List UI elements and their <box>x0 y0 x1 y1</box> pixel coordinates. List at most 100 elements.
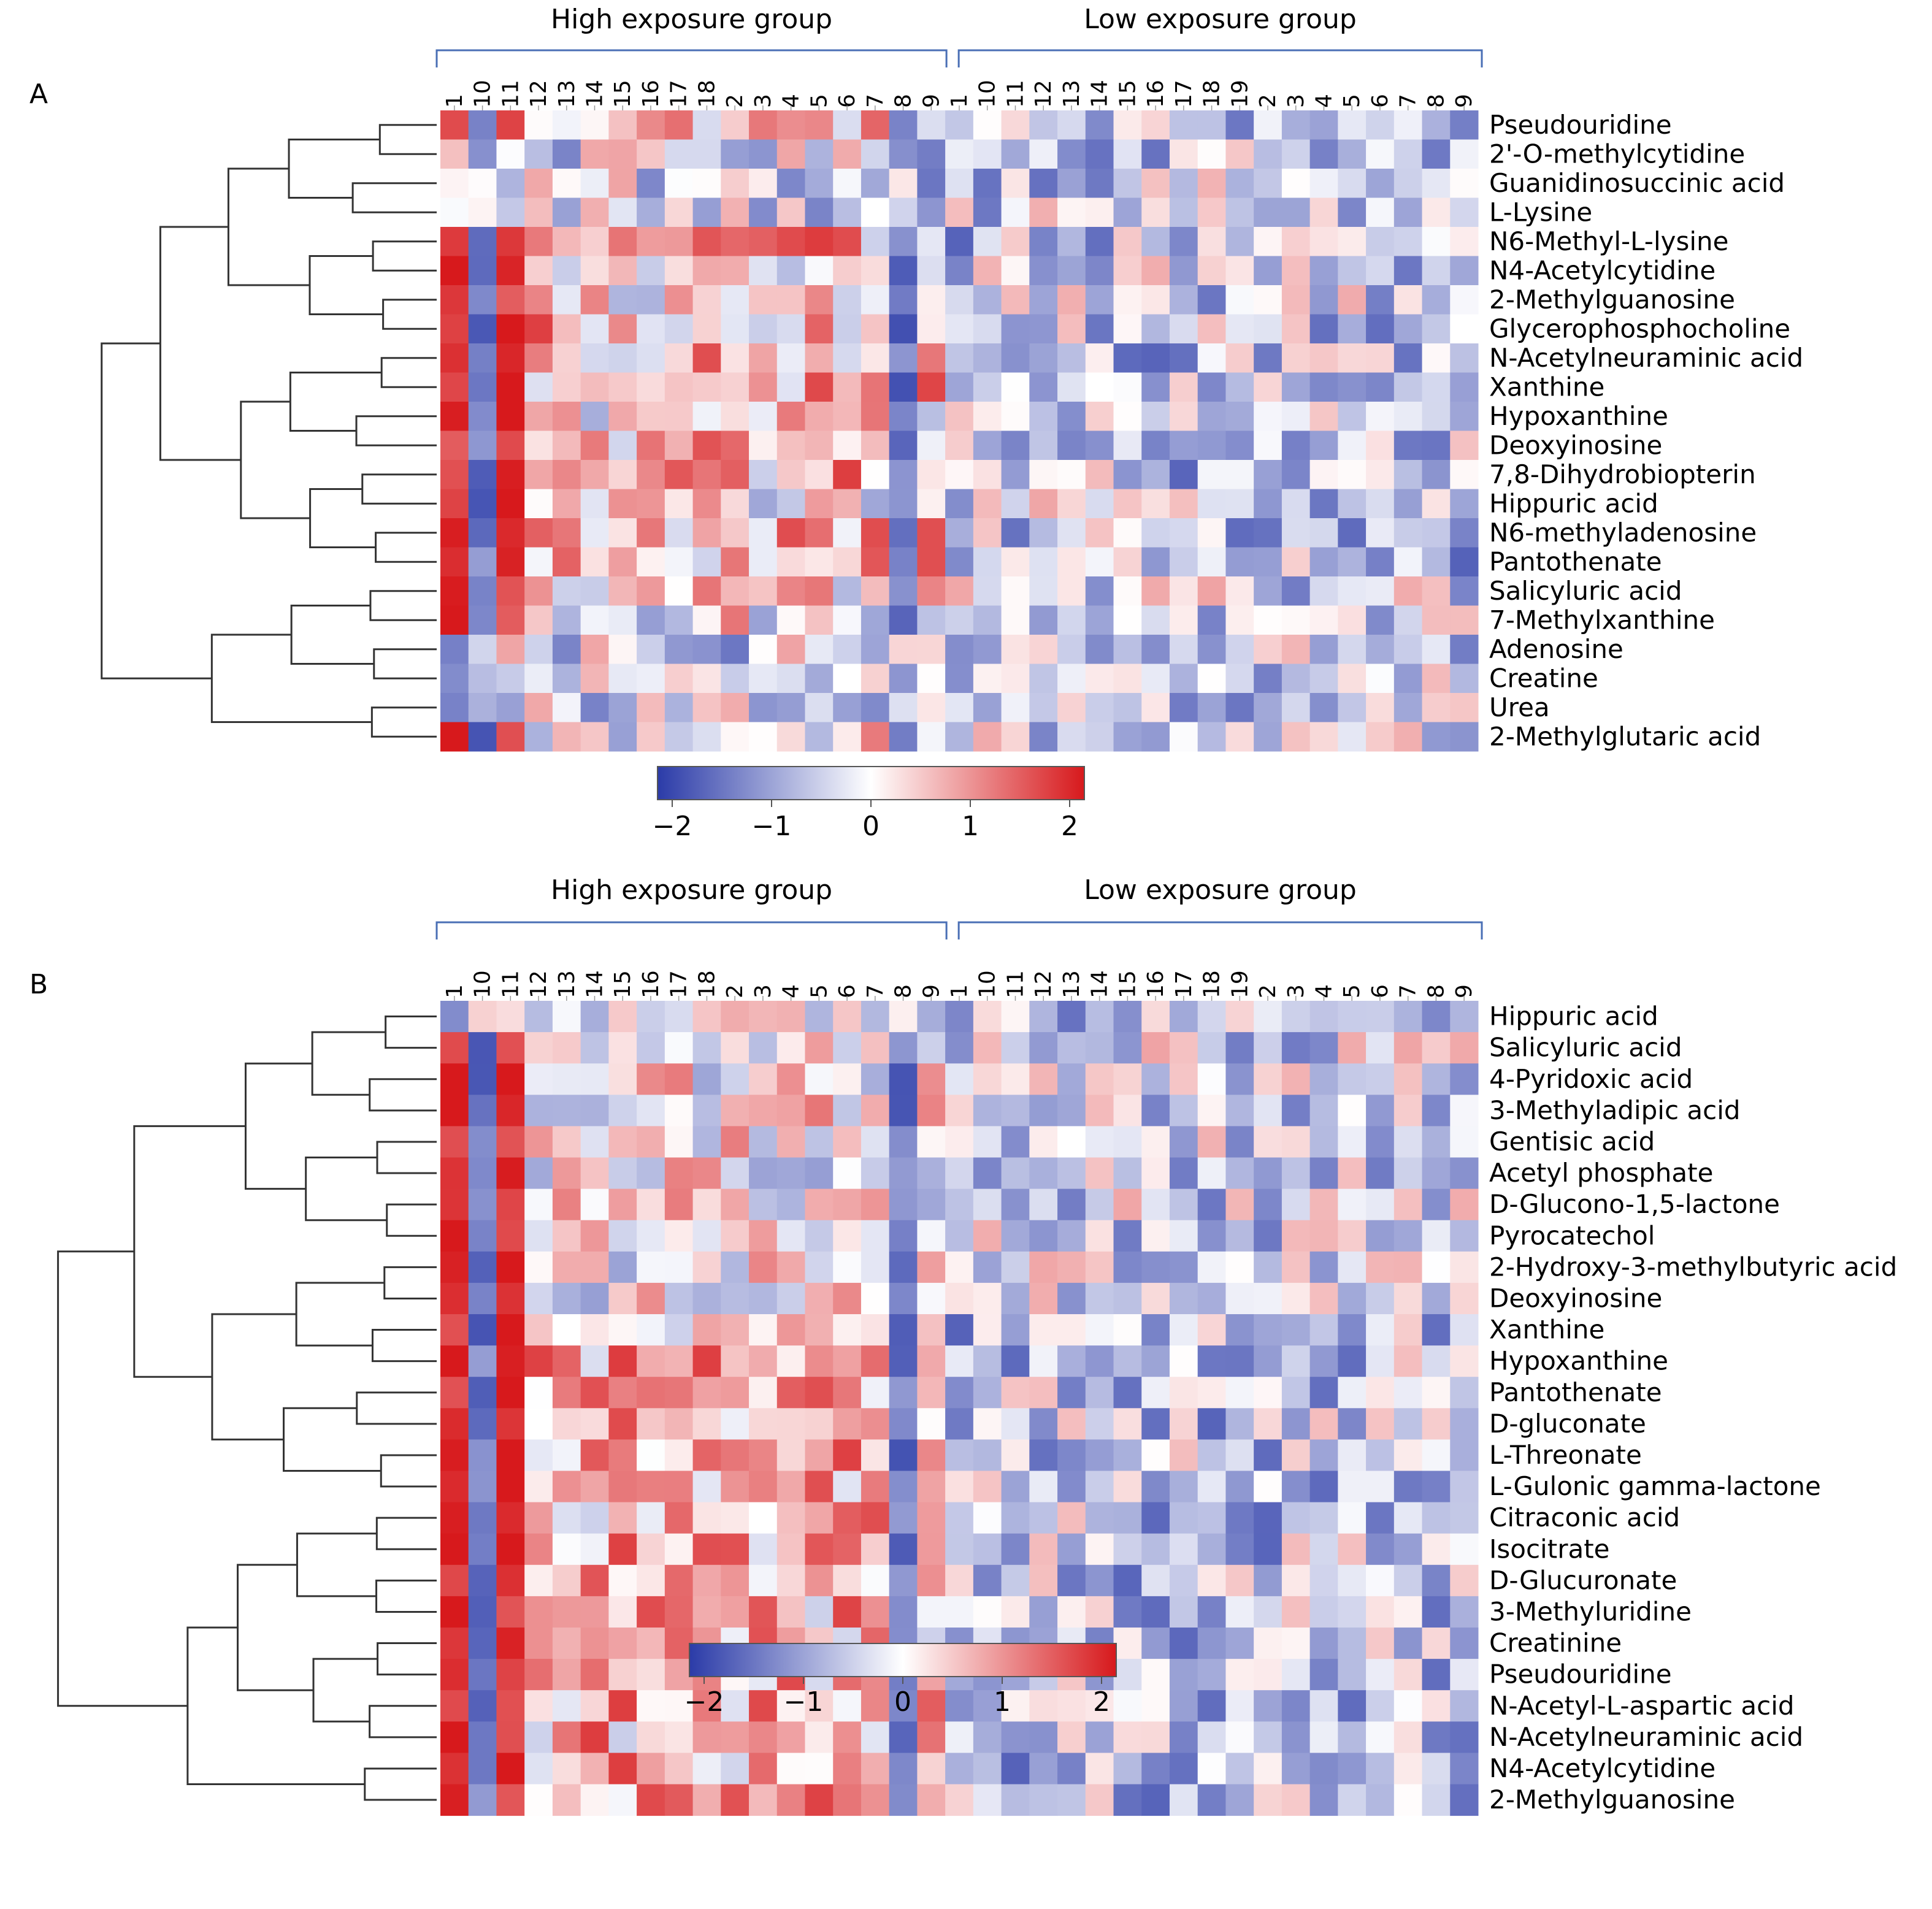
heatmap-cell <box>1338 110 1367 140</box>
heatmap-cell <box>1001 1596 1030 1628</box>
group-bracket <box>435 49 948 67</box>
heatmap-cell <box>1254 169 1282 198</box>
heatmap-cell <box>664 1001 694 1033</box>
heatmap-cell <box>1338 547 1367 577</box>
heatmap-cell <box>1366 722 1395 752</box>
heatmap-cell <box>664 460 694 489</box>
heatmap-cell <box>945 372 974 402</box>
heatmap-cell <box>664 256 694 286</box>
heatmap-cell <box>1113 1502 1142 1534</box>
heatmap-cell <box>749 227 778 256</box>
heatmap-cell <box>1085 1596 1114 1628</box>
heatmap-cell <box>468 169 497 198</box>
heatmap-cell <box>692 489 721 519</box>
heatmap-cell <box>1225 1345 1254 1377</box>
heatmap-cell <box>496 693 525 722</box>
row-label: 7-Methylxanthine <box>1489 605 1715 635</box>
heatmap-cell <box>664 605 694 635</box>
heatmap-cell <box>1422 1659 1451 1691</box>
heatmap-cell <box>889 1282 918 1315</box>
heatmap-cell <box>440 693 469 722</box>
heatmap-cell <box>889 1439 918 1471</box>
heatmap-cell <box>1197 722 1226 752</box>
heatmap-cell <box>1281 518 1311 548</box>
heatmap-cell <box>1366 1314 1395 1346</box>
heatmap-cell <box>692 1596 721 1628</box>
heatmap-cell <box>608 722 637 752</box>
heatmap-cell <box>1113 314 1142 344</box>
heatmap-cell <box>805 110 834 140</box>
dendrogram-branch <box>240 400 310 519</box>
heatmap-cell <box>637 547 665 577</box>
heatmap-cell <box>945 1596 974 1628</box>
heatmap-cell <box>917 169 946 198</box>
heatmap-cell <box>805 1439 834 1471</box>
column-label: 6 <box>835 984 860 998</box>
heatmap-cell <box>1254 430 1282 461</box>
heatmap-cell <box>664 1126 694 1158</box>
heatmap-cell <box>1169 139 1198 169</box>
heatmap-cell <box>1254 1502 1282 1534</box>
heatmap-cell <box>637 1784 665 1816</box>
heatmap-cell <box>1001 1533 1030 1566</box>
heatmap-cell <box>1113 1628 1142 1659</box>
heatmap-cell <box>861 1439 890 1471</box>
heatmap-cell <box>637 1564 665 1597</box>
row-label: 7,8-Dihydrobiopterin <box>1489 459 1756 489</box>
heatmap-cell <box>637 430 665 461</box>
heatmap-cell <box>1225 635 1254 664</box>
heatmap-cell <box>1393 1314 1423 1346</box>
heatmap-cell <box>1113 169 1142 198</box>
column-label: 17 <box>667 970 692 998</box>
heatmap-cell <box>973 1220 1002 1252</box>
heatmap-cell <box>1225 547 1254 577</box>
heatmap-cell <box>468 1628 497 1659</box>
column-label: 15 <box>1115 80 1140 108</box>
heatmap-cell <box>1001 1753 1030 1785</box>
heatmap-cell <box>1225 489 1254 519</box>
heatmap-cell <box>973 1251 1002 1284</box>
heatmap-cell <box>1254 489 1282 519</box>
heatmap-cell <box>1141 1659 1170 1691</box>
heatmap-cell <box>889 1314 918 1346</box>
heatmap-cell <box>1338 1721 1367 1753</box>
heatmap-cell <box>889 343 918 373</box>
heatmap-cell <box>805 1345 834 1377</box>
heatmap-cell <box>1057 1157 1086 1190</box>
heatmap-cell <box>1001 1282 1030 1315</box>
heatmap-cell <box>608 1596 637 1628</box>
heatmap-cell <box>1450 372 1479 402</box>
heatmap-cell <box>1254 1533 1282 1566</box>
heatmap-cell <box>524 489 553 519</box>
heatmap-cell <box>833 1345 862 1377</box>
heatmap-cell <box>1450 1126 1479 1158</box>
heatmap-cell <box>552 1533 581 1566</box>
dendrogram-branch <box>288 139 380 199</box>
heatmap-cell <box>861 169 890 198</box>
heatmap-cell <box>1422 1220 1451 1252</box>
heatmap-cell <box>805 1471 834 1503</box>
heatmap-cell <box>1085 460 1114 489</box>
heatmap-cell <box>1366 693 1395 722</box>
heatmap-cell <box>496 1564 525 1597</box>
heatmap-cell <box>721 1001 749 1033</box>
heatmap-cell <box>468 314 497 344</box>
column-label: 7 <box>1396 984 1421 998</box>
heatmap-cell <box>917 1157 946 1190</box>
heatmap-cell <box>945 285 974 315</box>
column-label: 13 <box>554 970 580 998</box>
heatmap-cell <box>580 576 609 606</box>
heatmap-cell <box>440 547 469 577</box>
heatmap-cell <box>440 1753 469 1785</box>
heatmap-cell <box>889 1188 918 1221</box>
heatmap-cell <box>1393 1032 1423 1064</box>
heatmap-cell <box>1085 1001 1114 1033</box>
heatmap-cell <box>608 1408 637 1440</box>
colorbar-tick-label: 1 <box>994 1686 1011 1718</box>
heatmap-cell <box>721 1596 749 1628</box>
heatmap-cell <box>608 1345 637 1377</box>
heatmap-cell <box>1366 227 1395 256</box>
heatmap-cell <box>945 1001 974 1033</box>
heatmap-cell <box>917 1345 946 1377</box>
heatmap-cell <box>1001 576 1030 606</box>
